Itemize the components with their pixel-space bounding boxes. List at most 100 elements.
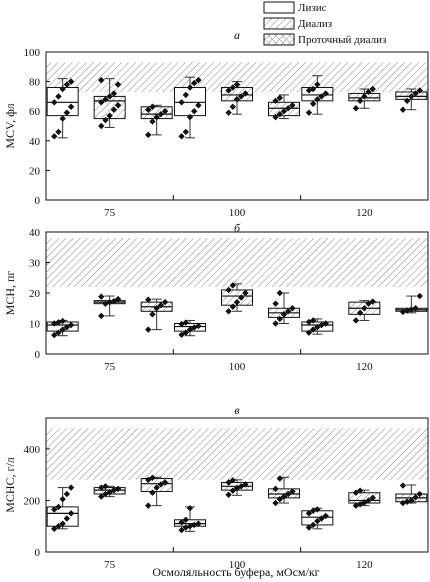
data-point	[289, 305, 296, 312]
data-point	[178, 526, 185, 534]
legend-label-dialysis: Диализ	[298, 18, 332, 30]
data-point	[233, 484, 241, 492]
data-point	[67, 103, 75, 110]
y-tick-label: 0	[35, 547, 41, 559]
y-tick-label: 100	[24, 47, 41, 59]
data-point	[59, 326, 66, 333]
data-point	[314, 517, 321, 525]
chart-panel-3: 0 200 400 75 100 120 в MCHC, г/л	[3, 403, 429, 571]
data-point	[106, 298, 113, 306]
data-point	[276, 289, 283, 297]
y-tick-label: 200	[24, 495, 41, 507]
data-point	[242, 481, 249, 488]
y-axis-title: MCV, фл	[3, 103, 17, 148]
panel-label: в	[234, 403, 239, 417]
box-75-series-1	[46, 484, 79, 533]
data-point	[161, 298, 169, 306]
data-point	[59, 85, 66, 93]
data-point	[229, 303, 236, 310]
data-point	[285, 105, 292, 112]
data-point	[242, 289, 249, 297]
data-point	[309, 100, 317, 107]
data-point	[309, 326, 317, 333]
data-point	[182, 128, 189, 136]
panel-label: а	[234, 28, 240, 42]
data-point	[67, 510, 75, 517]
data-point	[276, 315, 283, 323]
data-point	[309, 85, 317, 93]
data-point	[305, 329, 313, 336]
data-point	[412, 305, 419, 312]
legend-item-dialysis: Диализ	[263, 17, 332, 30]
y-tick-label: 30	[29, 258, 41, 270]
data-point	[157, 110, 165, 118]
data-point	[51, 525, 58, 533]
box-120-series-3	[395, 87, 428, 113]
box-75-series-2	[93, 483, 126, 500]
data-point	[106, 93, 113, 100]
data-point	[186, 326, 194, 333]
data-point	[114, 81, 122, 88]
x-tick-label: 100	[229, 361, 246, 373]
data-point	[242, 90, 249, 97]
data-point	[314, 96, 321, 103]
box-120-series-3	[395, 482, 428, 507]
box-120-series-2	[348, 298, 381, 324]
data-point	[233, 96, 241, 103]
data-point	[233, 298, 241, 306]
box-75-series-1	[46, 317, 79, 339]
data-point	[59, 115, 66, 122]
data-point	[98, 293, 105, 300]
data-point	[102, 116, 109, 124]
data-point	[305, 109, 313, 116]
box-100-series-3	[268, 289, 300, 327]
data-point	[106, 489, 113, 496]
data-point	[102, 96, 109, 103]
box-100-series-1	[174, 76, 206, 140]
data-point	[195, 520, 202, 527]
data-point	[369, 494, 376, 502]
data-point	[403, 97, 411, 105]
data-point	[272, 97, 279, 105]
legend-swatch-dialysis	[263, 17, 295, 30]
data-point	[182, 524, 189, 531]
data-point	[229, 84, 236, 91]
box-75-series-2	[93, 76, 126, 130]
data-point	[153, 484, 160, 491]
data-point	[399, 482, 407, 489]
data-point	[225, 286, 232, 294]
box-120-series-2	[348, 487, 381, 509]
data-point	[314, 506, 321, 513]
data-point	[285, 308, 292, 315]
chart-panel-1: 0 20 40 60 80 100 75 100 120 а MCV, фл	[3, 28, 429, 219]
data-point	[229, 487, 236, 494]
data-point	[67, 321, 75, 329]
box-100-series-2	[221, 282, 253, 315]
y-tick-label: 20	[29, 165, 41, 177]
data-point	[195, 76, 202, 84]
data-point	[361, 305, 368, 312]
x-tick-label: 75	[104, 361, 116, 373]
box-100-series-3	[268, 475, 300, 507]
data-point	[59, 495, 66, 503]
data-point	[182, 329, 189, 336]
data-point	[229, 103, 236, 110]
x-tick-label: 100	[229, 559, 246, 571]
data-point	[272, 320, 279, 327]
data-point	[352, 105, 360, 112]
data-point	[408, 497, 415, 504]
box-100-series-3	[268, 94, 300, 121]
data-point	[356, 309, 364, 317]
data-point	[182, 319, 189, 326]
data-point	[98, 312, 105, 320]
data-point	[178, 519, 185, 526]
data-point	[238, 93, 245, 100]
data-point	[369, 85, 376, 93]
data-point	[157, 302, 165, 309]
data-point	[225, 109, 232, 116]
data-point	[51, 99, 58, 106]
box-75-series-3	[140, 103, 173, 139]
data-point	[149, 311, 156, 318]
x-tick-label: 75	[104, 559, 116, 571]
